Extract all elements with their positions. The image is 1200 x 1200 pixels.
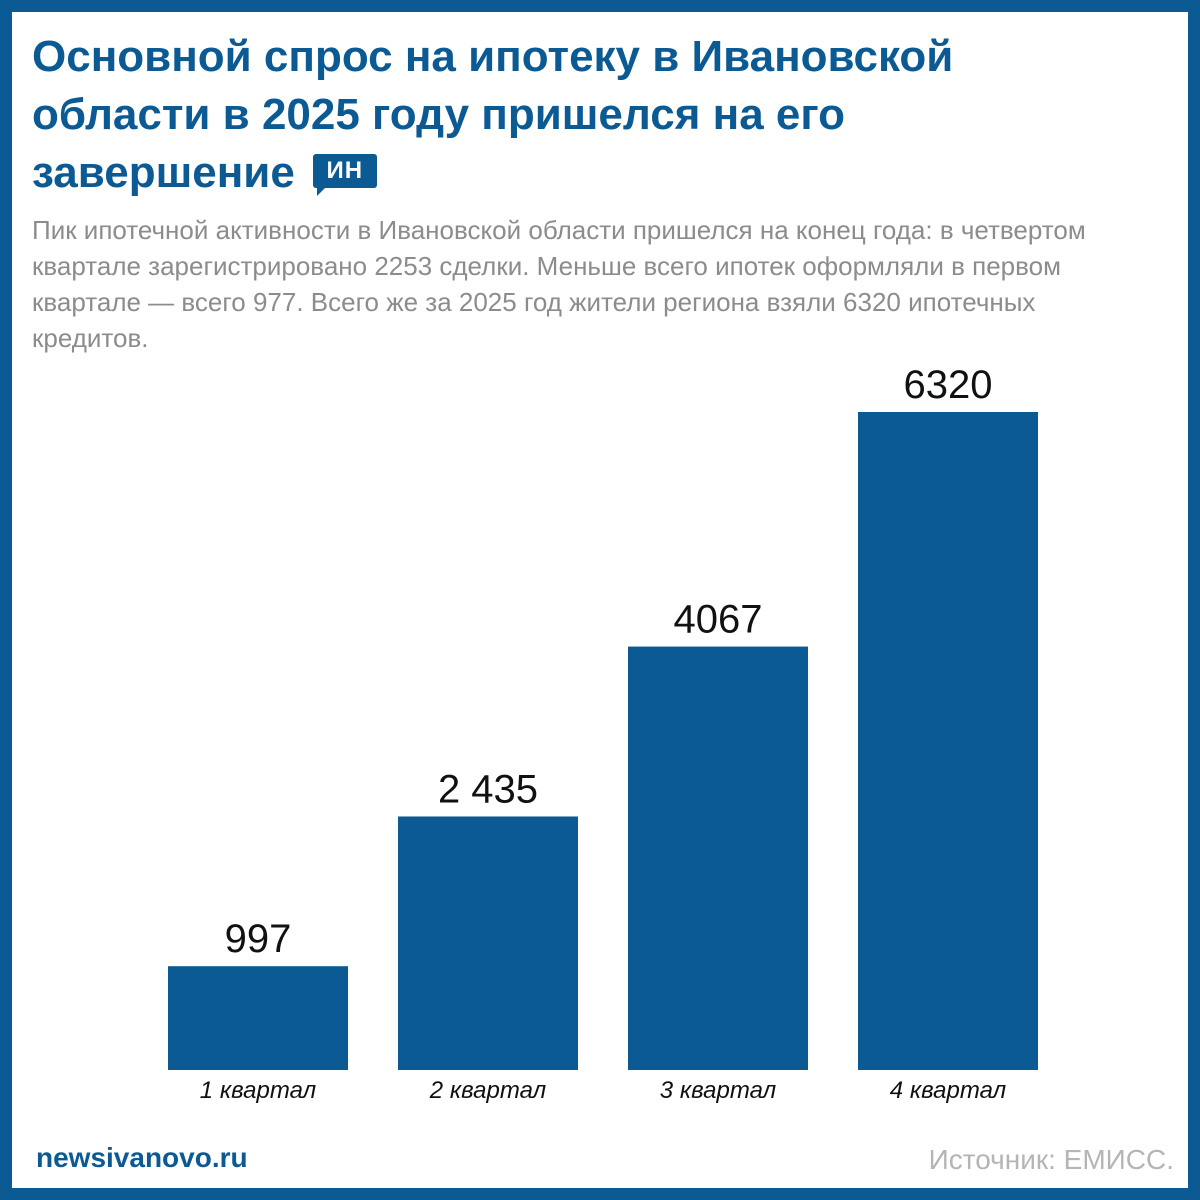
bar-value-label-3: 4067	[674, 598, 763, 642]
site-link[interactable]: newsivanovo.ru	[36, 1142, 248, 1173]
bars-group: 997 1 квартал 2 435 2 квартал 4067 3 квартал 6…	[168, 363, 1038, 1104]
page-title: Основной спрос на ипотеку в Ивановской о…	[32, 28, 1032, 202]
bar-value-label-4: 6320	[904, 363, 993, 407]
page-subtitle: Пик ипотечной активности в Ивановской об…	[32, 215, 1086, 353]
category-label-2: 2 квартал	[429, 1077, 547, 1104]
bar-1	[168, 966, 348, 1070]
category-label-3: 3 квартал	[660, 1077, 777, 1104]
bar-3	[628, 646, 808, 1070]
infographic-card: Основной спрос на ипотеку в Ивановской о…	[12, 12, 1188, 1188]
source-note: Источник: ЕМИСС.	[928, 1144, 1174, 1175]
category-label-4: 4 квартал	[890, 1077, 1007, 1104]
title-text: Основной спрос на ипотеку в Ивановской о…	[32, 32, 954, 197]
logo-badge: ИН	[312, 154, 377, 197]
category-label-1: 1 квартал	[200, 1077, 317, 1104]
bar-2	[398, 816, 578, 1070]
bar-4	[858, 412, 1038, 1070]
bar-chart: 997 1 квартал 2 435 2 квартал 4067 3 квартал 6…	[168, 363, 1038, 1104]
bar-value-label-1: 997	[225, 917, 292, 961]
bar-value-label-2: 2 435	[438, 767, 538, 811]
